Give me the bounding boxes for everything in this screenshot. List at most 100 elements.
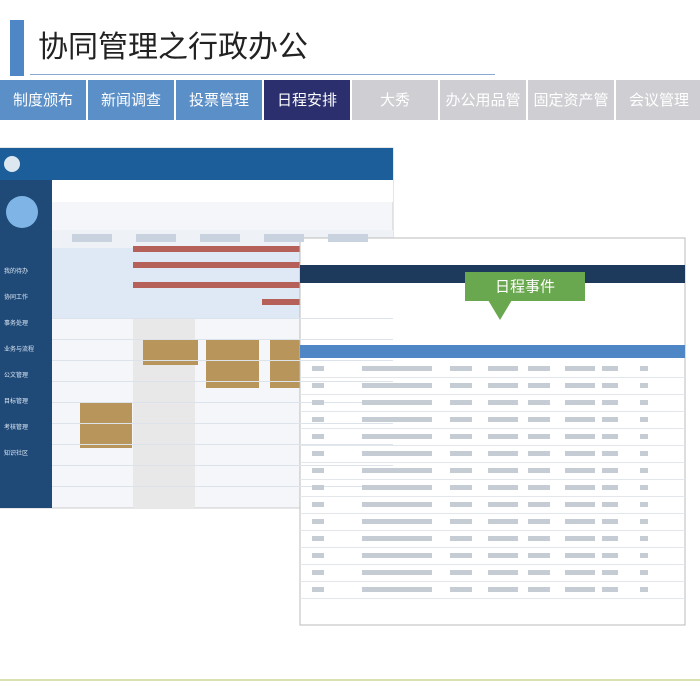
cell-text [528, 383, 550, 388]
hour-line [52, 360, 393, 361]
cell-text [640, 587, 648, 592]
row-line [300, 581, 685, 582]
cell-text [362, 502, 432, 507]
tab[interactable]: 新闻调查 [88, 80, 174, 120]
row-line [300, 564, 685, 565]
tab[interactable]: 固定资产管理 [528, 80, 614, 149]
row-line [300, 377, 685, 378]
row-line [300, 547, 685, 548]
cell-text [565, 485, 595, 490]
tab[interactable]: 制度颁布 [0, 80, 86, 120]
day-label [328, 234, 368, 242]
cell-text [362, 468, 432, 473]
sidebar-item[interactable]: 协同工作 [4, 294, 29, 301]
sidebar-item[interactable]: 公文管理 [4, 372, 29, 379]
cell-text [488, 553, 518, 558]
cell-text [312, 400, 324, 405]
event-bar [133, 246, 393, 252]
cell-text [565, 383, 595, 388]
cell-text [640, 536, 648, 541]
cell-text [565, 400, 595, 405]
cell-text [362, 366, 432, 371]
cell-text [488, 502, 518, 507]
cell-text [602, 468, 618, 473]
cell-text [312, 536, 324, 541]
sidebar-item[interactable]: 事务处理 [4, 320, 29, 327]
cell-text [528, 519, 550, 524]
cell-text [602, 400, 618, 405]
tab[interactable]: 投票管理 [176, 80, 262, 120]
row-line [300, 445, 685, 446]
cell-text [602, 366, 618, 371]
cell-text [450, 434, 472, 439]
cell-text [312, 383, 324, 388]
row-line [300, 496, 685, 497]
cell-text [565, 366, 595, 371]
tab[interactable]: 大秀 [352, 80, 438, 120]
sidebar-item[interactable]: 业务与流程 [4, 346, 35, 353]
row-line [300, 462, 685, 463]
row-line [300, 411, 685, 412]
day-label [136, 234, 176, 242]
cell-text [312, 519, 324, 524]
hour-line [52, 318, 393, 319]
cell-text [362, 383, 432, 388]
cell-text [640, 400, 648, 405]
cell-text [362, 536, 432, 541]
hour-line [52, 381, 393, 382]
cell-text [488, 468, 518, 473]
cell-text [488, 417, 518, 422]
cell-text [488, 570, 518, 575]
hour-line [52, 402, 393, 403]
sidebar-item[interactable]: 我的待办 [4, 268, 29, 275]
cell-text [450, 553, 472, 558]
sidebar-item[interactable]: 目标管理 [4, 398, 29, 405]
cell-text [312, 366, 324, 371]
row-line [300, 530, 685, 531]
cell-text [602, 383, 618, 388]
cell-text [488, 434, 518, 439]
cell-text [450, 587, 472, 592]
avatar [6, 196, 38, 228]
cell-text [528, 417, 550, 422]
cell-text [312, 587, 324, 592]
tab[interactable]: 会议管理 [616, 80, 700, 120]
cell-text [312, 502, 324, 507]
event-block [270, 340, 300, 388]
event-bar [133, 262, 393, 268]
cell-text [312, 570, 324, 575]
cell-text [528, 587, 550, 592]
cell-text [640, 366, 648, 371]
row-line [300, 513, 685, 514]
sidebar-item[interactable]: 考核管理 [4, 424, 29, 431]
cell-text [450, 485, 472, 490]
cell-text [528, 400, 550, 405]
cell-text [488, 451, 518, 456]
cell-text [602, 536, 618, 541]
hour-line [52, 444, 393, 445]
callout-pointer [488, 300, 512, 320]
left-header [0, 148, 393, 180]
callout-box [465, 272, 585, 301]
cell-text [488, 383, 518, 388]
cell-text [488, 587, 518, 592]
tab[interactable]: 日程安排 [264, 80, 350, 120]
cell-text [362, 553, 432, 558]
hour-line [52, 465, 393, 466]
cell-text [602, 417, 618, 422]
cell-text [602, 502, 618, 507]
tab[interactable]: 办公用品管理 [440, 80, 526, 149]
cell-text [312, 553, 324, 558]
hour-line [52, 486, 393, 487]
cell-text [450, 451, 472, 456]
cell-text [362, 485, 432, 490]
sidebar-item[interactable]: 知识社区 [4, 450, 29, 457]
cell-text [450, 417, 472, 422]
event-bar [133, 282, 393, 288]
cell-text [640, 519, 648, 524]
cell-text [528, 451, 550, 456]
hour-line [52, 423, 393, 424]
cell-text [640, 502, 648, 507]
row-line [300, 428, 685, 429]
day-label [72, 234, 112, 242]
